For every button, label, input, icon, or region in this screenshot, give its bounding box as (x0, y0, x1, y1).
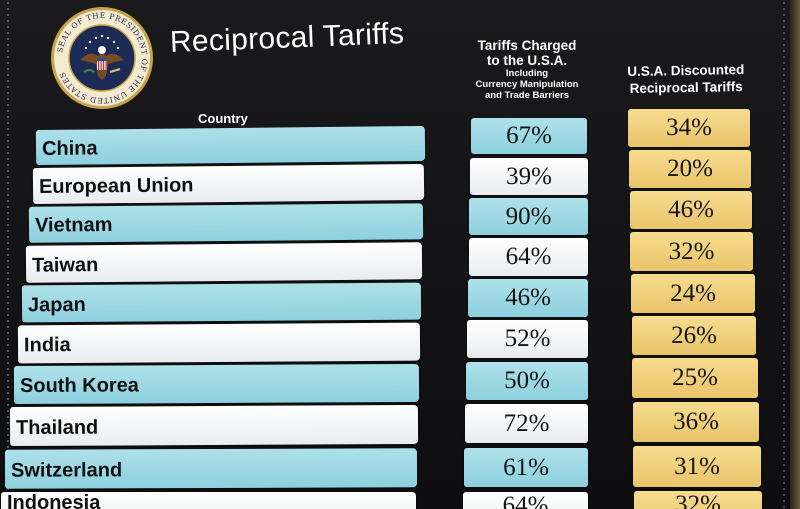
country-label: Taiwan (25, 242, 423, 283)
charged-rate: 64% (469, 238, 588, 276)
charged-rate: 39% (470, 158, 588, 195)
header-charged-sub3: and Trade Barriers (485, 90, 569, 101)
discounted-rate: 34% (628, 109, 750, 147)
country-label: China (35, 125, 426, 166)
charged-rate: 67% (471, 118, 587, 154)
discounted-rate: 31% (633, 446, 761, 487)
country-label: Switzerland (4, 448, 418, 489)
charged-rate: 64% (463, 492, 588, 509)
discounted-rate: 46% (630, 191, 752, 229)
discounted-rate: 20% (629, 150, 751, 188)
country-label: Vietnam (28, 203, 424, 243)
discounted-rate: 26% (632, 316, 756, 355)
left-light-border (6, 0, 10, 509)
charged-rate: 61% (464, 448, 588, 487)
country-label: South Korea (13, 363, 420, 405)
column-header-country: Country (198, 111, 248, 126)
page-title: Reciprocal Tariffs (169, 17, 405, 59)
column-header-discounted: U.S.A. Discounted Reciprocal Tariffs (606, 61, 767, 98)
header-charged-sub1: Including (505, 68, 549, 79)
header-charged-sub2: Currency Manipulation (475, 79, 579, 90)
board-edge (790, 0, 800, 509)
charged-rate: 72% (465, 404, 588, 443)
discounted-rate: 24% (631, 274, 755, 313)
country-label: European Union (32, 163, 425, 205)
charged-rate: 90% (469, 198, 588, 235)
charged-rate: 46% (468, 279, 588, 317)
charged-rate: 52% (467, 320, 588, 358)
column-header-charged: Tariffs Charged to the U.S.A. Including … (458, 38, 596, 101)
country-label: Japan (21, 282, 422, 323)
right-light-border (782, 0, 786, 509)
presidential-seal-icon: SEAL OF THE PRESIDENT OF THE UNITED STAT… (51, 7, 153, 109)
discounted-rate: 36% (633, 402, 759, 442)
discounted-rate: 32% (634, 491, 762, 509)
country-label: India (17, 322, 421, 364)
country-label: Thailand (9, 404, 419, 447)
header-charged-line2: to the U.S.A. (486, 53, 568, 68)
header-discount-line2: Reciprocal Tariffs (629, 79, 743, 96)
discounted-rate: 32% (630, 232, 753, 271)
charged-rate: 50% (466, 362, 588, 400)
country-label: Indonesia (1, 492, 416, 509)
discounted-rate: 25% (632, 358, 758, 398)
header-charged-line1: Tariffs Charged (477, 38, 577, 53)
